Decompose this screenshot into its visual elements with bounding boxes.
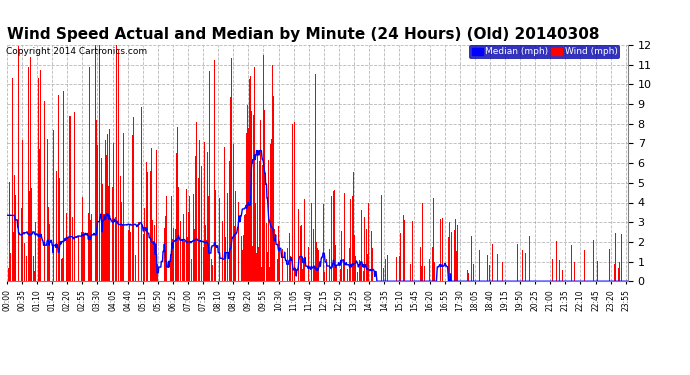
Legend: Median (mph), Wind (mph): Median (mph), Wind (mph) <box>469 45 620 59</box>
Text: Copyright 2014 Cartronics.com: Copyright 2014 Cartronics.com <box>6 47 147 56</box>
Text: Wind Speed Actual and Median by Minute (24 Hours) (Old) 20140308: Wind Speed Actual and Median by Minute (… <box>7 27 600 42</box>
